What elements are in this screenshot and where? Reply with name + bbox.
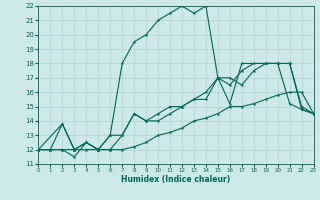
- X-axis label: Humidex (Indice chaleur): Humidex (Indice chaleur): [121, 175, 231, 184]
